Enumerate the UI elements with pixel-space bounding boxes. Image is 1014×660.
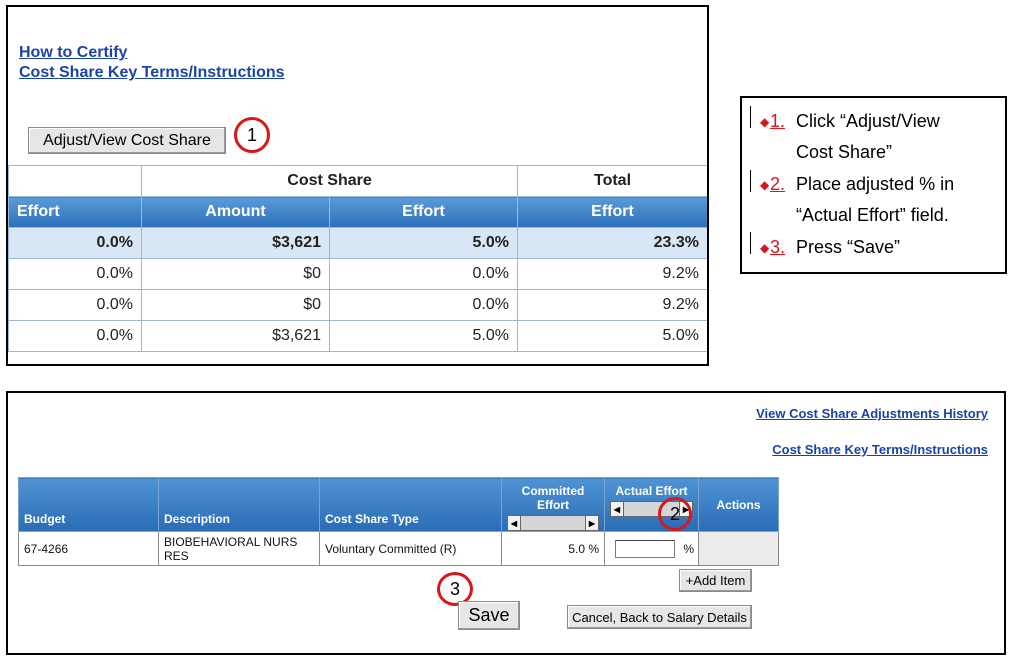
step-number: 3.	[770, 237, 786, 257]
bullet-icon: ◆	[760, 241, 770, 255]
cell-total-effort: 9.2%	[517, 258, 707, 290]
scroll-right-icon[interactable]: ▶	[585, 516, 598, 530]
scroll-left-icon[interactable]: ◀	[508, 516, 521, 530]
committed-effort-scrollbar[interactable]: ◀ ▶	[507, 515, 599, 531]
cell-description: BIOBEHAVIORAL NURS RES	[158, 531, 320, 566]
step-number: 2.	[770, 174, 786, 194]
cell-total-effort: 23.3%	[517, 227, 707, 259]
cost-share-terms-link[interactable]: Cost Share Key Terms/Instructions	[19, 64, 285, 81]
instructions-panel: ◆ 1. Click “Adjust/View Cost Share” ◆ 2.…	[740, 96, 1007, 274]
cell-cost-share-type: Voluntary Committed (R)	[319, 531, 502, 566]
cell-total-effort: 5.0%	[517, 320, 707, 352]
actual-effort-label: Actual Effort	[615, 484, 688, 498]
committed-effort-label: Committed Effort	[521, 484, 585, 512]
cell-amount: $0	[141, 289, 330, 321]
step-text-line1: Place adjusted % in	[796, 174, 955, 194]
step-text-line1: Click “Adjust/View	[796, 111, 940, 131]
table-row[interactable]: 0.0% $3,621 5.0% 23.3%	[8, 227, 707, 259]
col-header-actions: Actions	[698, 477, 779, 532]
cell-cost-share-effort: 5.0%	[329, 320, 518, 352]
cancel-back-button[interactable]: Cancel, Back to Salary Details	[567, 605, 752, 629]
callout-step-2: 2	[658, 497, 692, 531]
table-header-row: Effort Amount Effort Effort	[8, 196, 707, 228]
table-row: 67-4266 BIOBEHAVIORAL NURS RES Voluntary…	[18, 531, 779, 566]
actual-effort-unit: %	[683, 541, 694, 556]
group-header-total: Total	[517, 165, 707, 197]
col-header-description: Description	[158, 477, 320, 532]
bullet-icon: ◆	[760, 178, 770, 192]
cell-amount: $3,621	[141, 227, 330, 259]
table-header-row: Budget Description Cost Share Type Commi…	[18, 477, 779, 532]
cell-actual-effort: %	[604, 531, 699, 566]
cell-effort: 0.0%	[8, 320, 142, 352]
col-header-committed-effort: Committed Effort ◀ ▶	[501, 477, 605, 532]
step-text-line2: Cost Share”	[796, 142, 893, 162]
bullet-bar	[750, 106, 751, 128]
cell-cost-share-effort: 0.0%	[329, 289, 518, 321]
add-item-button[interactable]: +Add Item	[679, 569, 752, 592]
scroll-left-icon[interactable]: ◀	[611, 502, 624, 516]
callout-step-1: 1	[234, 117, 270, 153]
cost-share-adjustment-table: Budget Description Cost Share Type Commi…	[18, 477, 779, 566]
cell-cost-share-effort: 5.0%	[329, 227, 518, 259]
cost-share-terms-link[interactable]: Cost Share Key Terms/Instructions	[772, 442, 988, 457]
scroll-track[interactable]	[521, 516, 585, 530]
group-header-cost-share: Cost Share	[141, 165, 518, 197]
cost-share-summary-table: Cost Share Total Effort Amount Effort Ef…	[8, 165, 707, 352]
cell-effort: 0.0%	[8, 258, 142, 290]
col-header-budget: Budget	[18, 477, 159, 532]
cost-share-adjustment-panel: View Cost Share Adjustments History Cost…	[6, 391, 1006, 655]
cell-committed-effort: 5.0 %	[501, 531, 605, 566]
step-text-line2: “Actual Effort” field.	[796, 205, 949, 225]
col-header-cost-share-type: Cost Share Type	[319, 477, 502, 532]
bullet-bar	[750, 170, 751, 192]
adjust-view-cost-share-button[interactable]: Adjust/View Cost Share	[28, 127, 226, 154]
cell-cost-share-effort: 0.0%	[329, 258, 518, 290]
cell-effort: 0.0%	[8, 289, 142, 321]
col-header-total-effort: Effort	[517, 196, 707, 228]
callout-step-3: 3	[437, 572, 473, 606]
step-number: 1.	[770, 111, 786, 131]
cost-share-summary-panel: How to Certify Cost Share Key Terms/Inst…	[6, 5, 709, 366]
col-header-amount: Amount	[141, 196, 330, 228]
group-header-blank	[8, 165, 142, 197]
view-adjustments-history-link[interactable]: View Cost Share Adjustments History	[756, 406, 988, 421]
cell-actions	[698, 531, 779, 566]
cell-budget: 67-4266	[18, 531, 159, 566]
table-row[interactable]: 0.0% $0 0.0% 9.2%	[8, 258, 707, 290]
bullet-bar	[750, 232, 751, 254]
cell-amount: $0	[141, 258, 330, 290]
table-row[interactable]: 0.0% $0 0.0% 9.2%	[8, 289, 707, 321]
cell-amount: $3,621	[141, 320, 330, 352]
col-header-effort: Effort	[8, 196, 142, 228]
col-header-cost-share-effort: Effort	[329, 196, 518, 228]
save-button[interactable]: Save	[458, 601, 520, 630]
step-text-line1: Press “Save”	[796, 237, 901, 257]
table-group-header-row: Cost Share Total	[8, 165, 707, 197]
bullet-icon: ◆	[760, 115, 770, 129]
cell-effort: 0.0%	[8, 227, 142, 259]
how-to-certify-link[interactable]: How to Certify	[19, 44, 128, 61]
cell-total-effort: 9.2%	[517, 289, 707, 321]
actual-effort-input[interactable]	[615, 539, 675, 558]
table-row[interactable]: 0.0% $3,621 5.0% 5.0%	[8, 320, 707, 352]
